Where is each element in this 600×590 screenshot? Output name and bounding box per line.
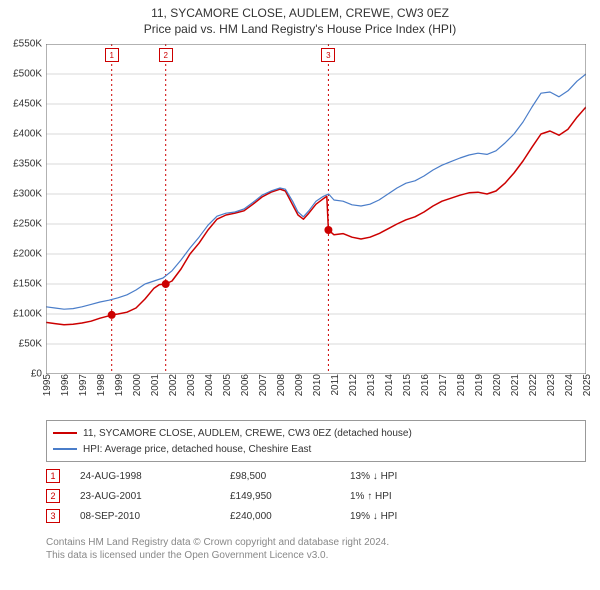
legend-label: HPI: Average price, detached house, Ches… xyxy=(83,444,311,455)
event-row: 3 08-SEP-2010 £240,000 19% ↓ HPI xyxy=(46,506,586,526)
event-price: £98,500 xyxy=(230,471,350,482)
event-badge: 3 xyxy=(46,509,60,523)
x-tick-label: 2018 xyxy=(456,374,467,396)
event-date: 08-SEP-2010 xyxy=(80,511,230,522)
y-tick-label: £0 xyxy=(31,369,42,380)
event-delta: 19% ↓ HPI xyxy=(350,511,397,522)
y-tick-label: £350K xyxy=(13,159,42,170)
x-tick-label: 2005 xyxy=(222,374,233,396)
x-tick-label: 2008 xyxy=(276,374,287,396)
x-tick-label: 2007 xyxy=(258,374,269,396)
x-tick-label: 2010 xyxy=(312,374,323,396)
event-date: 23-AUG-2001 xyxy=(80,491,230,502)
x-tick-label: 2019 xyxy=(474,374,485,396)
y-tick-label: £500K xyxy=(13,69,42,80)
event-date: 24-AUG-1998 xyxy=(80,471,230,482)
x-tick-label: 1996 xyxy=(60,374,71,396)
y-tick-label: £400K xyxy=(13,129,42,140)
event-row: 2 23-AUG-2001 £149,950 1% ↑ HPI xyxy=(46,486,586,506)
x-tick-label: 2011 xyxy=(330,374,341,396)
chart-svg xyxy=(46,44,586,374)
y-tick-label: £50K xyxy=(19,339,42,350)
x-tick-label: 1998 xyxy=(96,374,107,396)
events-table: 1 24-AUG-1998 £98,500 13% ↓ HPI 2 23-AUG… xyxy=(46,466,586,526)
x-tick-label: 2020 xyxy=(492,374,503,396)
x-tick-label: 2022 xyxy=(528,374,539,396)
footer-line2: This data is licensed under the Open Gov… xyxy=(46,549,586,562)
x-tick-label: 1997 xyxy=(78,374,89,396)
y-tick-label: £150K xyxy=(13,279,42,290)
chart-event-badge: 3 xyxy=(321,48,335,62)
title-line1: 11, SYCAMORE CLOSE, AUDLEM, CREWE, CW3 0… xyxy=(0,6,600,20)
x-tick-label: 2000 xyxy=(132,374,143,396)
x-tick-label: 2017 xyxy=(438,374,449,396)
x-tick-label: 2009 xyxy=(294,374,305,396)
y-tick-label: £300K xyxy=(13,189,42,200)
x-tick-label: 2016 xyxy=(420,374,431,396)
event-badge: 1 xyxy=(46,469,60,483)
event-badge: 2 xyxy=(46,489,60,503)
event-delta: 1% ↑ HPI xyxy=(350,491,392,502)
legend-box: 11, SYCAMORE CLOSE, AUDLEM, CREWE, CW3 0… xyxy=(46,420,586,462)
x-tick-label: 2006 xyxy=(240,374,251,396)
x-tick-label: 2014 xyxy=(384,374,395,396)
x-tick-label: 2021 xyxy=(510,374,521,396)
y-tick-label: £100K xyxy=(13,309,42,320)
chart-event-badge: 1 xyxy=(105,48,119,62)
x-tick-label: 2024 xyxy=(564,374,575,396)
footer-line1: Contains HM Land Registry data © Crown c… xyxy=(46,536,586,549)
x-tick-label: 2013 xyxy=(366,374,377,396)
event-price: £240,000 xyxy=(230,511,350,522)
title-line2: Price paid vs. HM Land Registry's House … xyxy=(0,22,600,36)
y-tick-label: £550K xyxy=(13,39,42,50)
event-price: £149,950 xyxy=(230,491,350,502)
figure-container: 11, SYCAMORE CLOSE, AUDLEM, CREWE, CW3 0… xyxy=(0,0,600,590)
y-tick-label: £200K xyxy=(13,249,42,260)
y-tick-label: £450K xyxy=(13,99,42,110)
x-tick-label: 1999 xyxy=(114,374,125,396)
x-tick-label: 2004 xyxy=(204,374,215,396)
chart-event-badge: 2 xyxy=(159,48,173,62)
legend-row: 11, SYCAMORE CLOSE, AUDLEM, CREWE, CW3 0… xyxy=(53,425,579,441)
legend-swatch xyxy=(53,432,77,434)
x-tick-label: 2001 xyxy=(150,374,161,396)
event-row: 1 24-AUG-1998 £98,500 13% ↓ HPI xyxy=(46,466,586,486)
x-tick-label: 2002 xyxy=(168,374,179,396)
legend-swatch xyxy=(53,448,77,450)
x-tick-label: 2012 xyxy=(348,374,359,396)
legend-row: HPI: Average price, detached house, Ches… xyxy=(53,441,579,457)
x-tick-label: 1995 xyxy=(42,374,53,396)
chart-area: £0£50K£100K£150K£200K£250K£300K£350K£400… xyxy=(46,44,586,374)
event-delta: 13% ↓ HPI xyxy=(350,471,397,482)
footer-attribution: Contains HM Land Registry data © Crown c… xyxy=(46,536,586,562)
x-tick-label: 2015 xyxy=(402,374,413,396)
y-tick-label: £250K xyxy=(13,219,42,230)
x-tick-label: 2025 xyxy=(582,374,593,396)
x-tick-label: 2023 xyxy=(546,374,557,396)
legend-label: 11, SYCAMORE CLOSE, AUDLEM, CREWE, CW3 0… xyxy=(83,428,412,439)
x-tick-label: 2003 xyxy=(186,374,197,396)
title-block: 11, SYCAMORE CLOSE, AUDLEM, CREWE, CW3 0… xyxy=(0,0,600,36)
